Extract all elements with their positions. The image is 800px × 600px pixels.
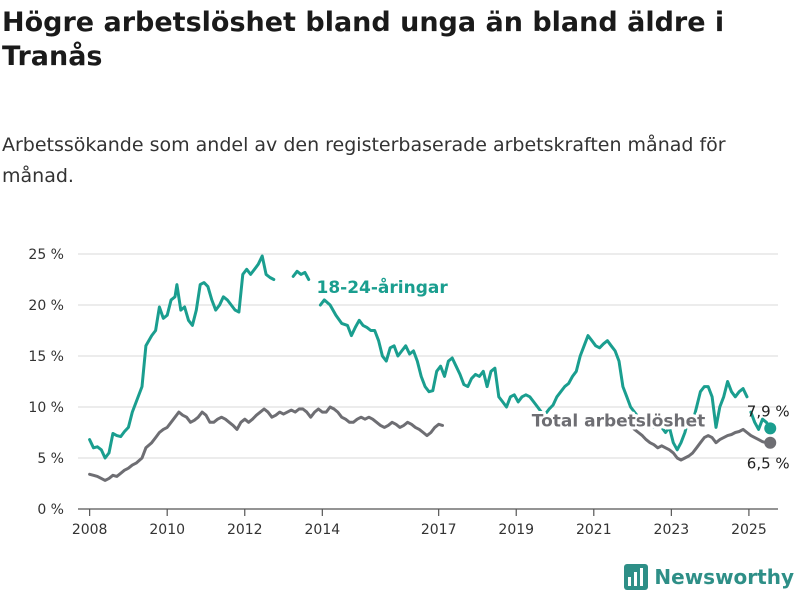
y-tick-label: 0 % — [37, 502, 64, 518]
x-tick-label: 2010 — [149, 522, 185, 538]
y-tick-label: 10 % — [28, 400, 64, 416]
x-tick-label: 2019 — [498, 522, 534, 538]
series-line — [291, 269, 311, 281]
series-label-halo: Total arbetslöshet — [532, 411, 706, 431]
endpoint-dot — [764, 422, 777, 435]
series-label: Total arbetslöshet — [532, 411, 706, 431]
series-line — [621, 415, 772, 462]
x-tick-label: 2021 — [576, 522, 612, 538]
endpoint-layer: 7,9 % 6,5 % — [747, 402, 790, 472]
newsworthy-chart-logo-icon — [624, 564, 649, 590]
series-label-halo: 18-24-åringar — [317, 276, 449, 298]
y-tick-label: 15 % — [28, 349, 64, 365]
brand-name: Newsworthy — [654, 565, 794, 589]
series-layer — [88, 254, 772, 482]
y-tick-label: 20 % — [28, 298, 64, 314]
series-line — [749, 410, 772, 431]
grid-layer — [78, 253, 778, 459]
x-tick-label: 2008 — [72, 522, 108, 538]
y-axis-tick-labels: 0 % 5 % 10 % 15 % 20 % 25 % — [28, 247, 64, 518]
x-tick-label: 2023 — [654, 522, 690, 538]
x-tick-label: 2012 — [227, 522, 263, 538]
series-line — [88, 405, 444, 482]
chart-title: Högre arbetslöshet bland unga än bland ä… — [2, 7, 725, 72]
y-tick-label: 5 % — [37, 451, 64, 467]
endpoint-value-label: 6,5 % — [747, 455, 790, 473]
y-tick-label: 25 % — [28, 247, 64, 263]
endpoint-dot — [764, 436, 777, 449]
x-tick-label: 2014 — [305, 522, 341, 538]
x-axis: 2008 2010 2012 2014 2017 2019 2021 2023 2025 — [72, 508, 778, 538]
endpoint-value-label: 7,9 % — [747, 402, 790, 420]
series-label: 18-24-åringar — [317, 276, 449, 298]
series-line — [88, 254, 276, 460]
x-tick-label: 2017 — [421, 522, 457, 538]
brand: Newsworthy — [624, 564, 794, 590]
chart-subtitle: Arbetssökande som andel av den registerb… — [2, 134, 726, 187]
x-tick-label: 2025 — [731, 522, 767, 538]
series-line — [318, 298, 749, 452]
